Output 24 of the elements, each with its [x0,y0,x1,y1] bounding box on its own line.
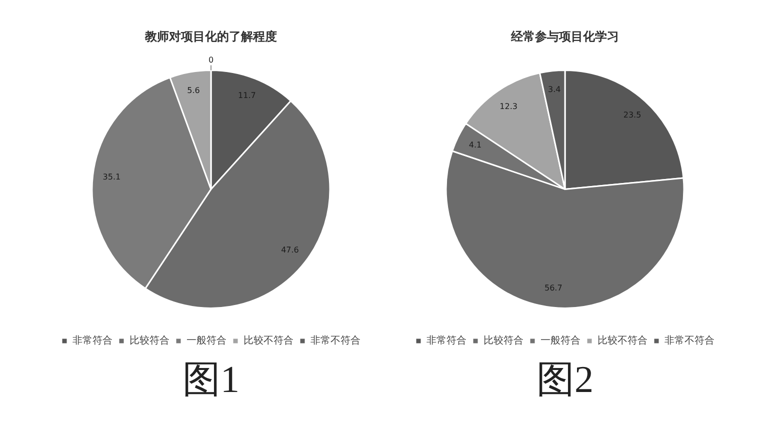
text: 0 [208,55,214,64]
data-label: 35.1 [102,172,121,182]
chart-title: 教师对项目化的了解程度 [144,29,277,44]
chart-title: 经常参与项目化学习 [510,29,619,44]
legend-label: 非常符合 [72,334,112,347]
data-label: 3.4 [548,84,561,94]
legend-label: 比较符合 [484,334,524,347]
caption: 图1 [182,359,240,401]
data-label: 12.3 [500,102,518,111]
legend-label: 比较符合 [130,334,170,347]
data-label: 5.6 [187,86,200,95]
legend-label: 比较不符合 [244,334,294,347]
legend-label: 非常不符合 [310,334,360,347]
legend-label: 非常不符合 [664,334,714,347]
legend-label: 一般符合 [540,334,580,347]
legend-label: 比较不符合 [598,334,648,347]
caption: 图2 [536,359,594,401]
data-label: 47.6 [281,246,299,255]
data-label: 56.7 [544,284,562,293]
data-label: 23.5 [623,110,642,120]
data-label: 11.7 [238,90,256,100]
legend-label: 一般符合 [186,334,226,347]
legend-label: 非常符合 [426,334,466,347]
data-label: 4.1 [468,140,482,150]
